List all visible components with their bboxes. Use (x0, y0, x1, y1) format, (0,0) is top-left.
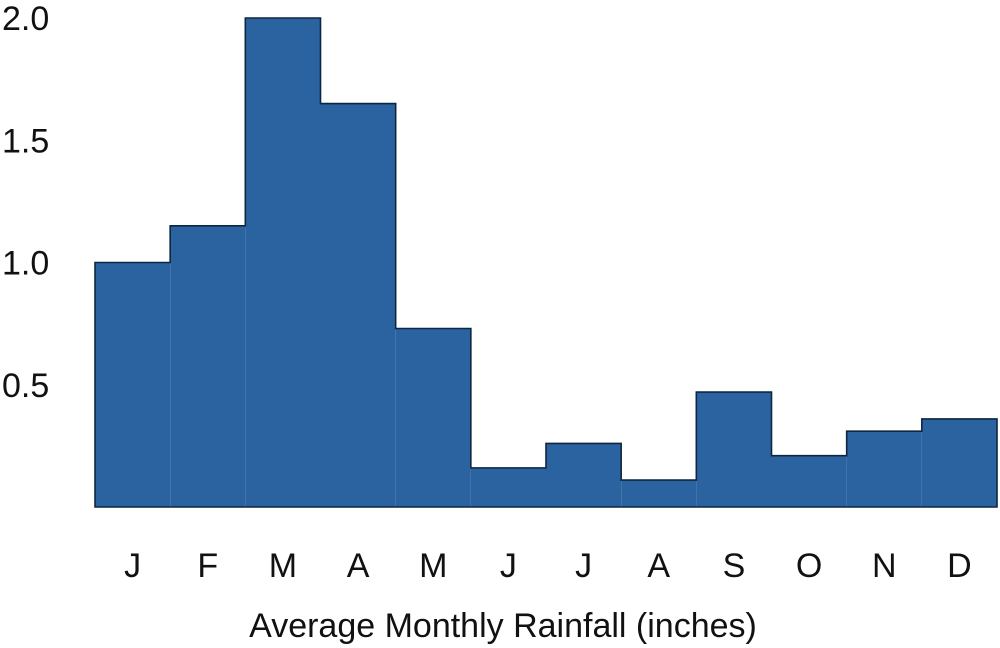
x-tick-label: N (872, 547, 897, 585)
x-tick-label: D (947, 547, 972, 585)
x-tick-label: J (124, 547, 141, 585)
x-tick-label: O (796, 547, 822, 585)
x-tick-label: S (723, 547, 746, 585)
bar-2 (245, 18, 321, 507)
y-axis-ticks: 0.5 1.0 1.5 2.0 (2, 0, 49, 405)
x-tick-label: J (500, 547, 517, 585)
x-axis-title: Average Monthly Rainfall (inches) (249, 607, 757, 645)
x-tick-label: J (575, 547, 592, 585)
bar-8 (696, 392, 772, 507)
bar-7 (621, 480, 697, 507)
bar-1 (170, 225, 246, 507)
bar-0 (95, 262, 171, 507)
bar-11 (921, 418, 997, 507)
x-tick-label: F (197, 547, 218, 585)
x-tick-label: A (647, 547, 670, 585)
x-tick-label: M (419, 547, 447, 585)
x-tick-label: A (347, 547, 370, 585)
bar-10 (846, 431, 922, 507)
y-tick-label: 1.0 (2, 245, 49, 283)
y-tick-label: 1.5 (2, 122, 49, 160)
bars-group (94, 17, 998, 508)
bar-3 (320, 103, 396, 507)
bar-5 (470, 467, 546, 507)
bars-outline (94, 17, 998, 508)
y-tick-label: 0.5 (2, 367, 49, 405)
x-tick-label: M (269, 547, 297, 585)
bar-9 (771, 455, 847, 507)
bar-6 (546, 443, 622, 507)
bar-4 (395, 328, 471, 507)
y-tick-label: 2.0 (2, 0, 49, 38)
